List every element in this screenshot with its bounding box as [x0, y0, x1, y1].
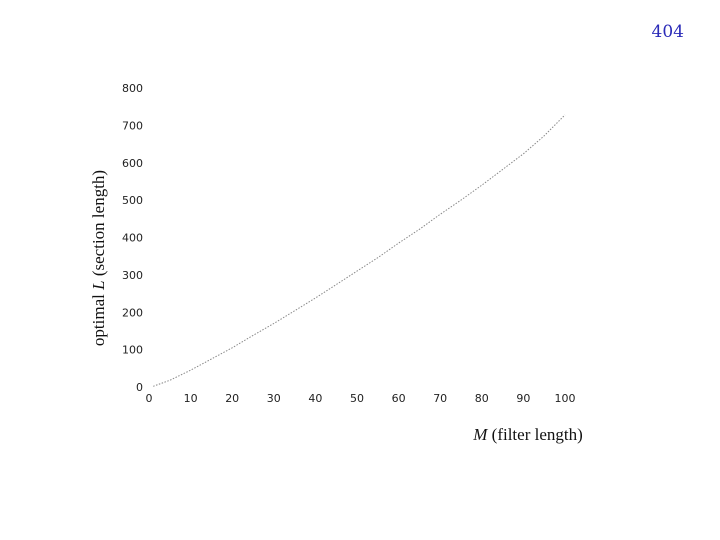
x-axis-title-text: (filter length) — [487, 425, 582, 444]
x-tick-label: 40 — [308, 392, 322, 405]
y-axis-title-text: (section length) — [89, 170, 108, 280]
y-tick-label: 400 — [122, 232, 143, 245]
y-tick-label: 100 — [122, 344, 143, 357]
y-axis-title: optimal L (section length) — [89, 170, 108, 346]
y-tick-label: 500 — [122, 194, 143, 207]
x-tick-label: 0 — [146, 392, 153, 405]
x-tick-label: 70 — [433, 392, 447, 405]
y-tick-labels: 0 100 200 300 400 500 600 700 800 — [122, 82, 143, 394]
y-axis-variable: L — [89, 280, 108, 290]
x-axis-variable: M — [472, 425, 488, 444]
x-tick-label: 10 — [184, 392, 198, 405]
x-tick-label: 80 — [475, 392, 489, 405]
x-tick-labels: 0 10 20 30 40 50 60 70 80 90 100 — [146, 392, 576, 405]
page-number: 404 — [651, 22, 684, 42]
y-tick-label: 700 — [122, 119, 143, 132]
x-tick-label: 30 — [267, 392, 281, 405]
y-tick-label: 300 — [122, 269, 143, 282]
x-tick-label: 100 — [555, 392, 576, 405]
x-axis-title: M (filter length) — [472, 425, 583, 444]
x-tick-label: 90 — [516, 392, 530, 405]
x-tick-label: 20 — [225, 392, 239, 405]
y-tick-label: 800 — [122, 82, 143, 95]
x-tick-label: 50 — [350, 392, 364, 405]
y-tick-label: 200 — [122, 306, 143, 319]
y-tick-label: 600 — [122, 157, 143, 170]
y-tick-label: 0 — [136, 381, 143, 394]
x-tick-label: 60 — [392, 392, 406, 405]
y-axis-title-prefix: optimal — [89, 290, 108, 346]
series-line — [153, 114, 566, 387]
series-layer — [153, 114, 566, 387]
